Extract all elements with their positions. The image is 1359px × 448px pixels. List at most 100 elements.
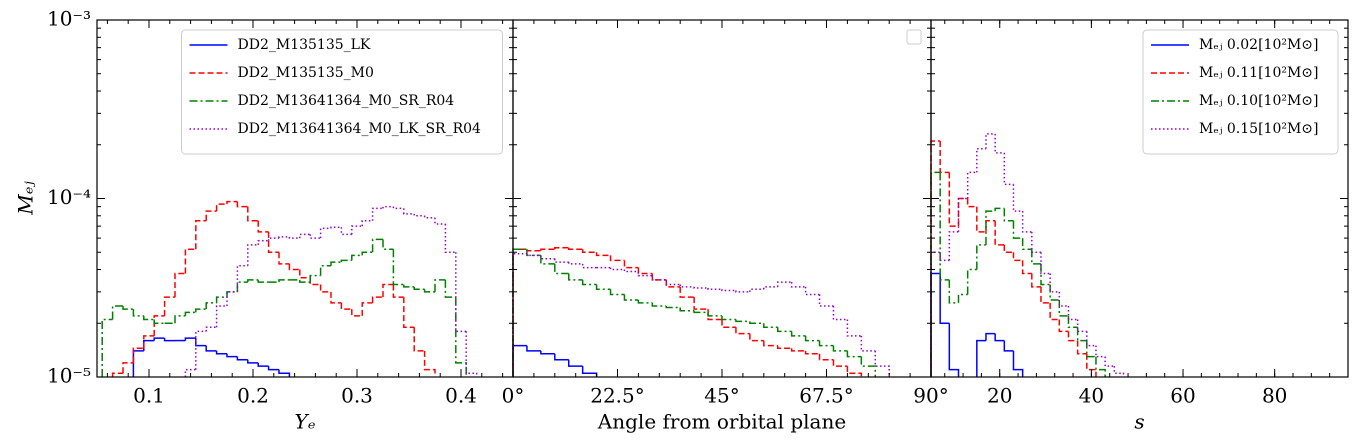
histogram-step [132,347,144,363]
histogram-step [846,366,863,377]
histogram-step [985,133,996,149]
histogram-step [309,274,321,283]
y-axis-label: Mₑⱼ [14,181,38,216]
x-tick-label: 90° [913,384,948,408]
histogram-step [1031,249,1041,265]
x-tick-label: 80 [1262,384,1287,408]
histogram-step [554,263,569,275]
histogram-step [567,262,583,265]
histogram-step [581,249,597,253]
histogram-step [1067,305,1078,321]
histogram-step [195,308,207,313]
histogram-step [637,267,653,275]
legend-label: DD2_M135135_M0 [238,65,374,81]
histogram-step [111,372,123,377]
histogram-step [174,272,186,298]
histogram-step [257,279,269,283]
histogram-step [735,327,750,335]
histogram-step [665,279,681,286]
histogram-step [392,284,404,298]
histogram-step [939,273,950,325]
histogram-step [361,220,373,227]
histogram-step [340,259,352,263]
histogram-step [143,315,155,321]
histogram-step [693,286,709,289]
histogram-step [205,345,217,352]
histogram-step [832,359,848,367]
histogram-step [351,254,363,261]
histogram-step [423,215,435,219]
histogram-step [247,279,259,283]
histogram-step [184,311,196,316]
histogram-step [153,315,165,336]
histogram-step [540,248,555,251]
x-tick-label: 20 [987,384,1012,408]
histogram-step [267,231,279,253]
x-tick-label: 0.4 [445,384,477,408]
histogram-step [939,140,950,174]
histogram-step [163,338,175,342]
histogram-step [309,234,321,239]
x-tick-label: 45° [704,384,739,408]
histogram-step [567,359,583,367]
histogram-step [1076,340,1087,355]
histogram-step [1003,244,1014,253]
histogram-step [818,353,834,361]
histogram-step [257,362,269,367]
histogram-step [361,302,373,316]
histogram-step [215,305,227,328]
x-tick-label: 0.2 [237,384,269,408]
histogram-step [1067,315,1078,328]
x-tick-label: 40 [1079,384,1104,408]
histogram-step [132,309,144,317]
histogram-step [278,252,290,265]
histogram-step [340,302,352,310]
histogram-step [1021,260,1032,275]
histogram-step [1095,356,1106,377]
histogram-step [985,332,996,341]
histogram-step [319,227,331,239]
histogram-step [1095,345,1106,358]
legend-box [1142,29,1339,155]
histogram-step [790,348,806,352]
histogram-step [330,291,342,304]
histogram-step [392,249,404,286]
histogram-step [143,335,155,349]
histogram-step [382,205,394,209]
histogram-step [195,330,207,370]
histogram-step [526,345,541,352]
histogram-step [804,286,820,296]
histogram-step [236,201,248,208]
histogram-step [330,261,342,266]
histogram-step [413,213,425,217]
histogram-step [818,294,834,307]
histogram-step [1021,211,1032,233]
histogram-step [623,260,639,269]
histogram-step [948,323,960,377]
histogram-step [1058,291,1069,307]
histogram-step [153,319,165,325]
histogram-step [567,247,583,250]
histogram-step [554,353,569,361]
histogram-step [637,300,653,304]
histogram-step [330,226,342,229]
histogram-step [721,319,736,328]
histogram-step [985,210,996,245]
histogram-step [153,337,165,341]
histogram-step [651,275,667,281]
histogram-step [957,293,968,303]
histogram-step [976,339,986,377]
histogram-step [236,265,248,292]
legend-box [181,29,503,155]
histogram-step [776,327,792,333]
histogram-step [1012,252,1023,262]
histogram-step [267,366,279,371]
histogram-step [278,236,290,239]
x-tick-label: 0.3 [341,384,373,408]
legend-label: Mₑⱼ 0.02[10²M⊙] [1199,37,1319,53]
histogram-step [966,198,977,208]
histogram-step [994,220,1005,246]
x-tick-label: 0° [502,384,525,408]
histogram-step [966,171,977,199]
histogram-step [609,289,625,296]
